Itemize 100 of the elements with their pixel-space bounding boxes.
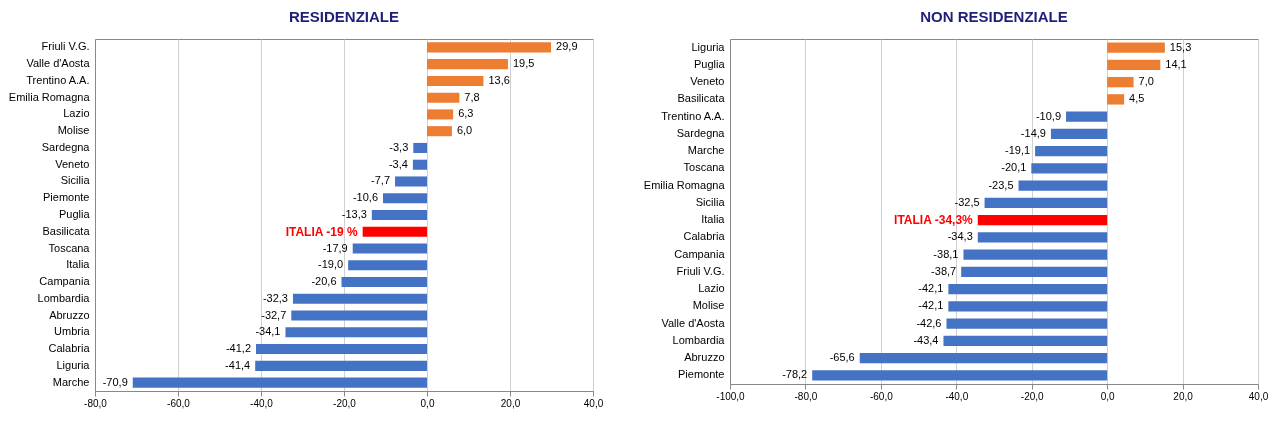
data-label: -17,9 — [322, 241, 348, 254]
x-tick-label: 0,0 — [1100, 390, 1116, 402]
bar — [948, 301, 1108, 312]
data-label: -14,9 — [1020, 126, 1046, 139]
y-tick-label: Lazio — [698, 282, 725, 295]
x-tick-label: 40,0 — [583, 397, 604, 409]
bar — [285, 327, 427, 338]
data-label: 7,8 — [464, 90, 480, 103]
x-tick-label: -100,0 — [716, 390, 746, 402]
data-label: 14,1 — [1165, 57, 1187, 70]
bar — [961, 266, 1108, 278]
bar — [1107, 94, 1125, 105]
y-tick-label: Lombardia — [672, 333, 726, 346]
y-tick-label: Veneto — [690, 75, 725, 88]
x-tick-label: 0,0 — [420, 397, 435, 409]
bar — [413, 142, 427, 153]
bar — [427, 59, 508, 70]
bar — [1066, 111, 1108, 122]
bar — [427, 109, 454, 120]
data-label: 6,0 — [456, 124, 473, 137]
bar — [1050, 128, 1108, 140]
data-label: -41,2 — [225, 342, 252, 355]
y-tick-label: Valle d'Aosta — [26, 57, 91, 70]
data-label: -38,7 — [931, 264, 957, 277]
y-tick-label: Molise — [692, 299, 725, 312]
y-tick-label: Lombardia — [37, 291, 91, 304]
y-tick-label: Basilicata — [677, 92, 726, 105]
bar — [291, 310, 427, 321]
bar — [1107, 76, 1134, 88]
bar — [341, 277, 427, 288]
data-label: -43,4 — [913, 333, 939, 346]
bar — [255, 360, 427, 371]
data-label: -32,7 — [261, 308, 287, 321]
data-label: -10,6 — [352, 191, 379, 204]
data-label: -65,6 — [829, 351, 855, 364]
data-label: 19,5 — [512, 57, 535, 70]
x-tick-label: -80,0 — [84, 397, 108, 409]
bar — [371, 209, 427, 221]
bar — [412, 159, 427, 170]
bar — [292, 293, 427, 304]
bar — [977, 232, 1108, 243]
data-label: -7,7 — [371, 174, 391, 187]
data-label: -38,1 — [933, 247, 959, 260]
bar — [383, 193, 427, 204]
data-label: -10,9 — [1035, 109, 1062, 122]
x-tick-label: -40,0 — [250, 397, 274, 409]
annotation: ITALIA -34,3% — [894, 213, 974, 228]
y-tick-label: Sardegna — [676, 126, 726, 139]
data-label: 29,9 — [556, 40, 578, 53]
y-tick-label: Emilia Romagna — [8, 90, 91, 103]
x-tick-label: 20,0 — [1173, 390, 1194, 402]
y-tick-label: Abruzzo — [684, 351, 725, 364]
x-tick-label: -40,0 — [945, 390, 969, 402]
bar — [943, 335, 1108, 347]
y-tick-label: Piemonte — [678, 368, 725, 381]
y-tick-label: Veneto — [55, 157, 90, 170]
data-label: -23,5 — [988, 178, 1014, 191]
data-label: -3,4 — [388, 157, 408, 170]
data-label: -42,1 — [918, 282, 944, 295]
data-label: 7,0 — [1138, 75, 1154, 88]
bar — [1107, 42, 1165, 53]
y-tick-label: Toscana — [48, 241, 91, 254]
bar — [427, 42, 552, 53]
data-label: -32,5 — [954, 195, 980, 208]
data-label: -20,1 — [1001, 161, 1027, 174]
data-label: -32,3 — [262, 291, 288, 304]
bar — [963, 249, 1108, 260]
data-label: -19,0 — [318, 258, 344, 271]
bar — [348, 260, 427, 271]
data-label: 4,5 — [1129, 92, 1145, 105]
y-tick-label: Campania — [674, 247, 726, 260]
y-tick-label: Emilia Romagna — [643, 178, 726, 191]
y-tick-label: Friuli V.G. — [676, 264, 725, 277]
y-tick-label: Italia — [66, 258, 91, 271]
y-tick-label: Sicilia — [695, 195, 726, 208]
bar — [132, 377, 427, 388]
data-label: -19,1 — [1005, 144, 1031, 157]
annotation: ITALIA -19 % — [285, 224, 358, 239]
chart-title: RESIDENZIALE — [288, 8, 400, 25]
data-label: -34,3 — [947, 230, 973, 243]
data-label: -13,3 — [341, 208, 367, 220]
data-label: -3,3 — [389, 140, 409, 153]
data-label: -78,2 — [782, 368, 808, 381]
x-tick-label: -60,0 — [869, 390, 894, 402]
x-tick-label: -80,0 — [794, 390, 818, 402]
y-tick-label: Molise — [57, 124, 90, 137]
bar — [352, 243, 427, 254]
y-tick-label: Umbria — [54, 325, 91, 338]
y-tick-label: Puglia — [58, 208, 91, 220]
bar — [427, 92, 460, 103]
y-tick-label: Puglia — [693, 57, 726, 70]
bar — [1018, 180, 1108, 191]
y-tick-label: Campania — [39, 275, 91, 288]
bar — [256, 344, 427, 355]
y-tick-label: Sicilia — [60, 174, 91, 187]
x-tick-label: 20,0 — [500, 397, 521, 409]
bar — [812, 370, 1108, 381]
data-label: 13,6 — [488, 73, 510, 86]
data-label: -42,6 — [916, 316, 942, 329]
y-tick-label: Friuli V.G. — [41, 40, 90, 53]
